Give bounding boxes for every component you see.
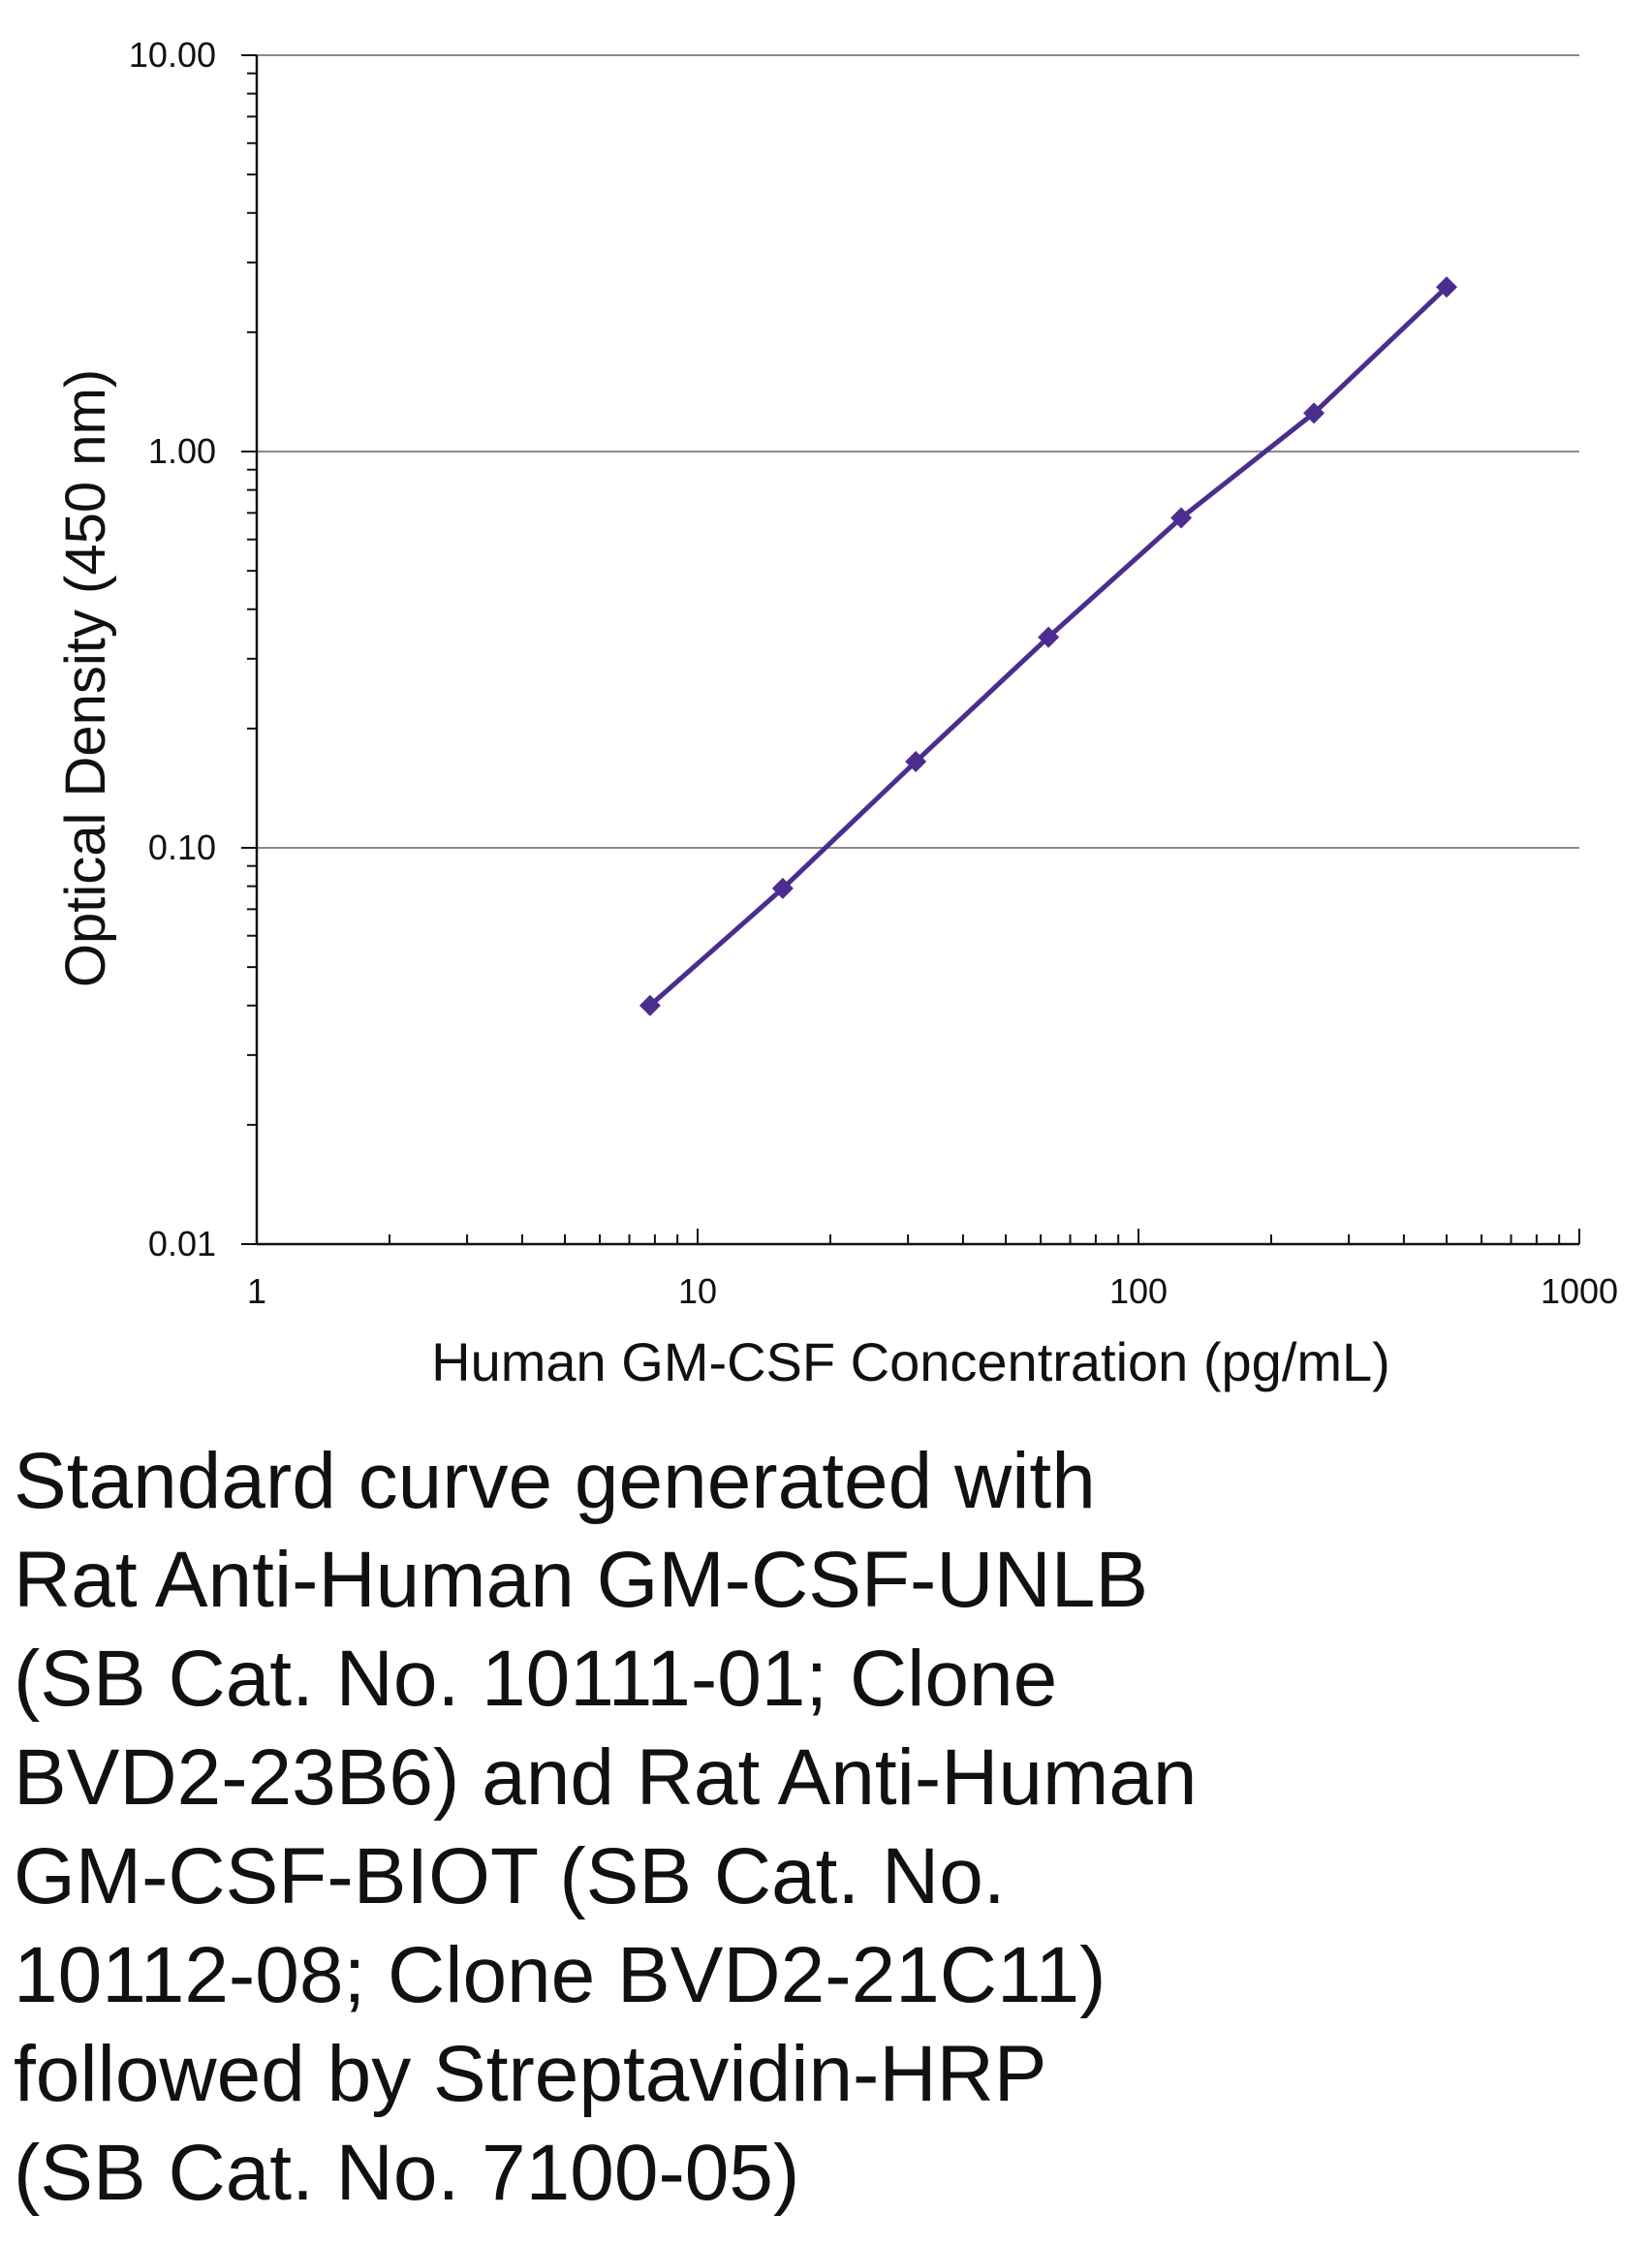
tick-labels: 0.01 0.10 1.00 10.00 1 10 100 1000: [129, 35, 1618, 1311]
caption-line: (SB Cat. No. 10111-01; Clone: [14, 1635, 1058, 1723]
axes: [255, 55, 1579, 1246]
y-tick-label: 0.10: [148, 827, 216, 867]
x-tick-label: 1: [247, 1271, 266, 1311]
gridlines: [257, 54, 1579, 849]
y-tick-label: 10.00: [129, 35, 216, 75]
caption-line: Rat Anti-Human GM-CSF-UNLB: [14, 1536, 1149, 1624]
data-point-marker: [1170, 507, 1193, 529]
caption-line: GM-CSF-BIOT (SB Cat. No.: [14, 1832, 1006, 1920]
x-axis-title: Human GM-CSF Concentration (pg/mL): [431, 1331, 1390, 1392]
caption-line: followed by Streptavidin-HRP: [14, 2030, 1047, 2118]
x-tick-label: 100: [1109, 1271, 1168, 1311]
data-point-marker: [771, 877, 794, 899]
figure-caption: Standard curve generated with Rat Anti-Hu…: [14, 1432, 1622, 2223]
data-point-marker: [1038, 626, 1060, 648]
y-tick-label: 1.00: [148, 431, 216, 471]
standard-curve-chart: 0.01 0.10 1.00 10.00 1 10 100 1000 Human GM-CSF…: [54, 35, 1618, 1392]
data-point-marker: [639, 994, 661, 1016]
x-tick-label: 1000: [1541, 1271, 1618, 1311]
data-point-marker: [905, 751, 927, 773]
caption-line: Standard curve generated with: [14, 1437, 1096, 1525]
y-tick-label: 0.01: [148, 1224, 216, 1263]
data-series: [639, 276, 1458, 1016]
data-point-marker: [1436, 276, 1458, 298]
y-axis-title: Optical Density (450 nm): [54, 369, 117, 987]
caption-line: BVD2-23B6) and Rat Anti-Human: [14, 1733, 1198, 1822]
caption-line: 10112-08; Clone BVD2-21C11): [14, 1931, 1107, 2019]
x-tick-label: 10: [678, 1271, 717, 1311]
caption-line: (SB Cat. No. 7100-05): [14, 2129, 800, 2217]
data-point-marker: [1303, 402, 1325, 424]
tick-marks: [241, 54, 1580, 1245]
